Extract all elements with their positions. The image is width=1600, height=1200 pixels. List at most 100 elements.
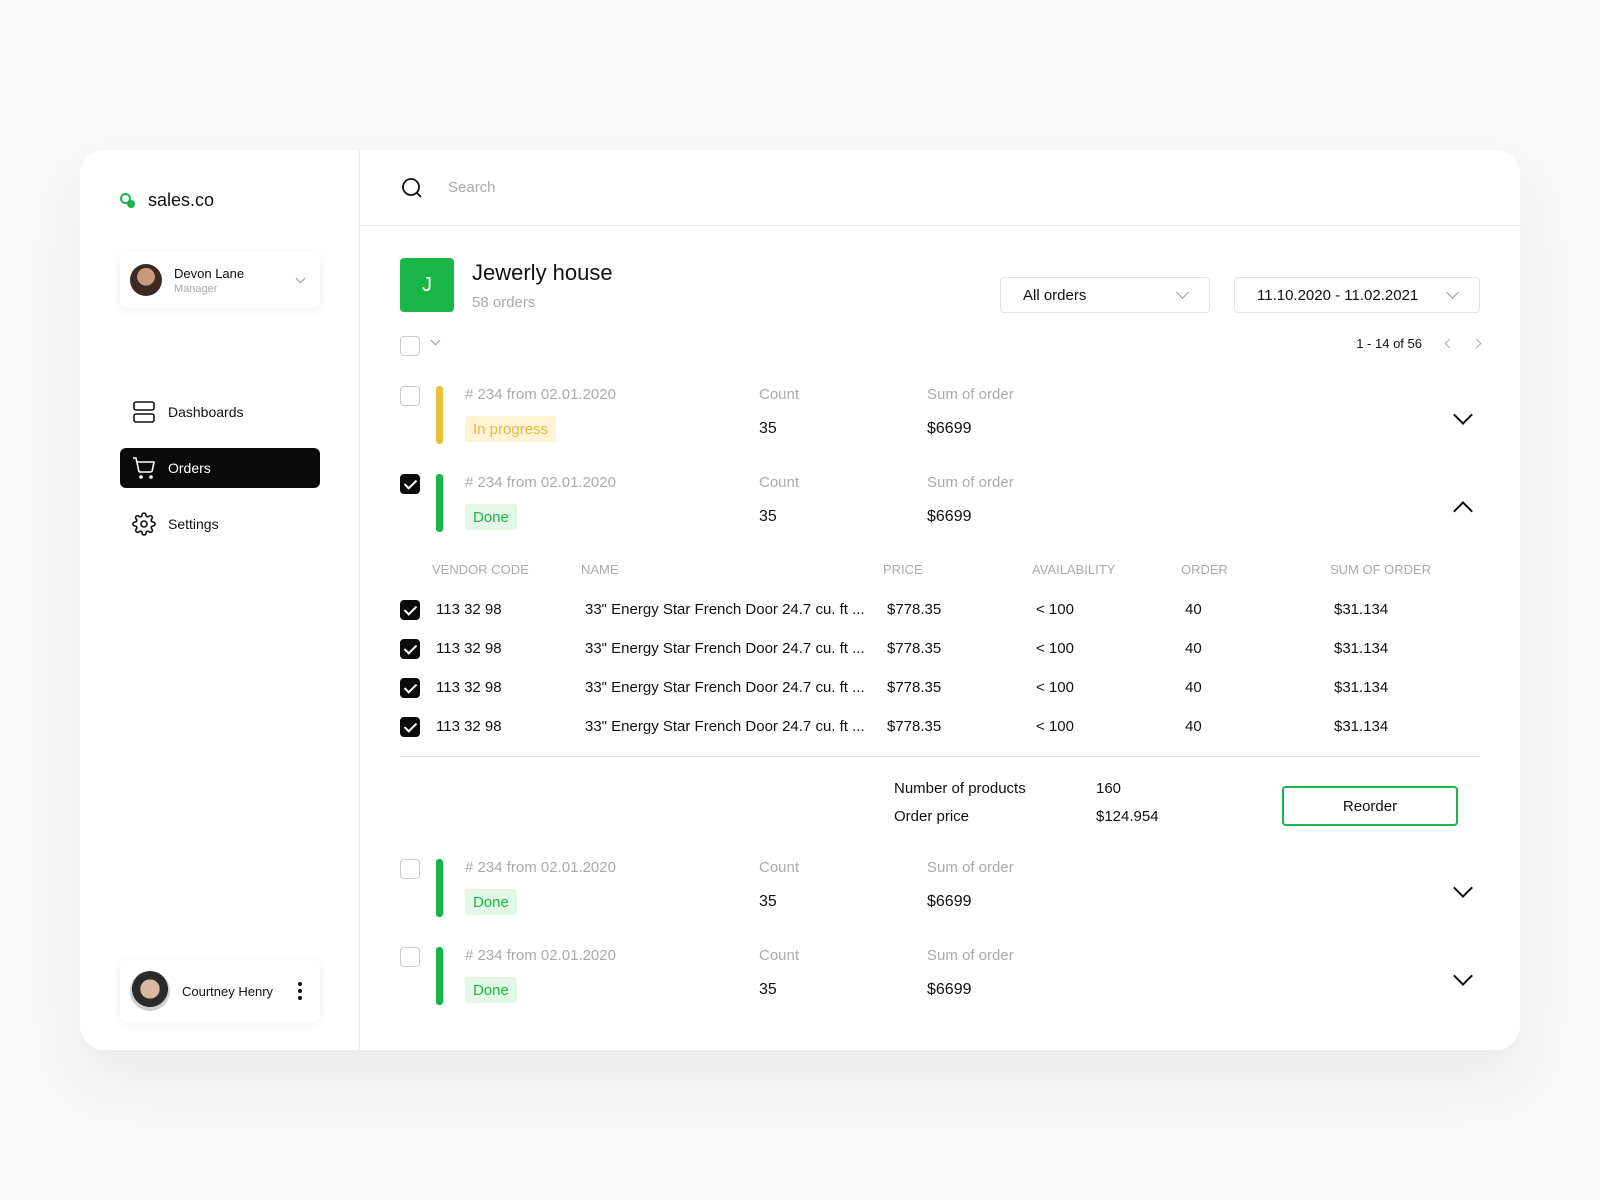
order-checkbox[interactable]	[400, 947, 420, 967]
status-badge: Done	[465, 977, 517, 1003]
item-sum: $31.134	[1334, 640, 1389, 657]
logo[interactable]: sales.co	[120, 190, 214, 211]
price-header: PRICE	[883, 562, 923, 577]
search-icon[interactable]	[400, 176, 424, 200]
sidebar-item-dashboards[interactable]: Dashboards	[120, 392, 320, 432]
user-name: Devon Lane	[174, 265, 245, 281]
order-title: # 234 from 02.01.2020	[465, 474, 616, 491]
item-sum: $31.134	[1334, 718, 1389, 735]
chevron-down-icon[interactable]	[1453, 405, 1473, 425]
table-row[interactable]: 113 32 98 33" Energy Star French Door 24…	[400, 678, 1480, 698]
price: $778.35	[887, 640, 942, 657]
divider	[400, 756, 1480, 757]
user-switcher[interactable]: Devon Lane Manager	[120, 252, 320, 308]
search-bar	[360, 150, 1520, 226]
sum-value: $6699	[927, 420, 972, 437]
products-value: 160	[1096, 780, 1122, 797]
status-bar	[436, 474, 443, 532]
more-options-icon[interactable]	[298, 982, 302, 1000]
account-card[interactable]: Courtney Henry	[120, 960, 320, 1022]
chevron-up-icon[interactable]	[1453, 501, 1473, 521]
item-checkbox[interactable]	[400, 717, 420, 737]
chevron-down-icon	[1446, 286, 1459, 299]
date-range-select[interactable]: 11.10.2020 - 11.02.2021	[1234, 277, 1480, 313]
reorder-button[interactable]: Reorder	[1282, 786, 1458, 826]
app-name: sales.co	[148, 190, 215, 210]
status-bar	[436, 386, 443, 444]
product-name: 33" Energy Star French Door 24.7 cu. ft …	[585, 640, 865, 657]
order-row[interactable]: # 234 from 02.01.2020 Done Count 35 Sum …	[400, 474, 1480, 534]
count-value: 35	[759, 420, 777, 437]
sum-of-order-header: SUM OF ORDER	[1330, 562, 1432, 577]
chevron-down-icon[interactable]	[1453, 878, 1473, 898]
date-range-value: 11.10.2020 - 11.02.2021	[1257, 286, 1419, 304]
gear-icon	[132, 512, 156, 536]
table-row[interactable]: 113 32 98 33" Energy Star French Door 24…	[400, 600, 1480, 620]
page-title: Jewerly house	[472, 260, 613, 285]
sidebar-item-orders[interactable]: Orders	[120, 448, 320, 488]
sidebar-nav: Dashboards Orders Settings	[120, 392, 320, 560]
status-filter-value: All orders	[1023, 286, 1087, 304]
chevron-down-icon[interactable]	[430, 335, 441, 346]
order-row[interactable]: # 234 from 02.01.2020 Done Count 35 Sum …	[400, 859, 1480, 919]
order-checkbox[interactable]	[400, 386, 420, 406]
status-badge: Done	[465, 889, 517, 915]
table-row[interactable]: 113 32 98 33" Energy Star French Door 24…	[400, 717, 1480, 737]
chevron-right-icon[interactable]	[1471, 338, 1482, 349]
vendor-code-header: VENDOR CODE	[432, 562, 529, 577]
status-filter-select[interactable]: All orders	[1000, 277, 1210, 313]
chevron-down-icon[interactable]	[1453, 966, 1473, 986]
status-bar	[436, 859, 443, 917]
availability: < 100	[1036, 601, 1074, 618]
order-row[interactable]: # 234 from 02.01.2020 In progress Count …	[400, 386, 1480, 446]
item-checkbox[interactable]	[400, 600, 420, 620]
company-badge: J	[400, 258, 454, 312]
avatar	[130, 971, 170, 1011]
count-label: Count	[759, 947, 800, 964]
chevron-left-icon[interactable]	[1444, 338, 1455, 349]
status-badge: In progress	[465, 416, 557, 442]
order-qty: 40	[1185, 640, 1202, 657]
order-qty: 40	[1185, 601, 1202, 618]
search-input[interactable]	[448, 179, 848, 196]
select-all-checkbox[interactable]	[400, 336, 420, 356]
vendor-code: 113 32 98	[436, 640, 502, 657]
order-row[interactable]: # 234 from 02.01.2020 Done Count 35 Sum …	[400, 947, 1480, 1007]
item-checkbox[interactable]	[400, 639, 420, 659]
order-qty: 40	[1185, 679, 1202, 696]
order-summary: Number of products 160 Order price $124.…	[894, 780, 1159, 836]
sum-value: $6699	[927, 508, 972, 525]
availability: < 100	[1036, 640, 1074, 657]
vendor-code: 113 32 98	[436, 679, 502, 696]
sidebar-item-label: Orders	[168, 460, 211, 476]
logo-icon	[120, 192, 136, 209]
sidebar: sales.co Devon Lane Manager Dashboards	[80, 150, 360, 1050]
product-name: 33" Energy Star French Door 24.7 cu. ft …	[585, 601, 865, 618]
main-content: J Jewerly house 58 orders All orders 11.…	[360, 150, 1520, 1050]
product-name: 33" Energy Star French Door 24.7 cu. ft …	[585, 718, 865, 735]
product-name: 33" Energy Star French Door 24.7 cu. ft …	[585, 679, 865, 696]
sidebar-item-settings[interactable]: Settings	[120, 504, 320, 544]
order-price-label: Order price	[894, 808, 970, 825]
status-badge: Done	[465, 504, 517, 530]
chevron-down-icon	[1176, 286, 1189, 299]
price: $778.35	[887, 601, 942, 618]
vendor-code: 113 32 98	[436, 718, 502, 735]
avatar	[130, 264, 162, 296]
price: $778.35	[887, 679, 942, 696]
order-title: # 234 from 02.01.2020	[465, 947, 616, 964]
order-checkbox[interactable]	[400, 474, 420, 494]
order-checkbox[interactable]	[400, 859, 420, 879]
order-qty: 40	[1185, 718, 1202, 735]
order-title: # 234 from 02.01.2020	[465, 386, 616, 403]
products-label: Number of products	[894, 780, 1026, 797]
count-label: Count	[759, 859, 800, 876]
pagination-text: 1 - 14 of 56	[1356, 336, 1422, 351]
sum-label: Sum of order	[927, 474, 1014, 491]
count-value: 35	[759, 981, 777, 998]
name-header: NAME	[581, 562, 619, 577]
item-checkbox[interactable]	[400, 678, 420, 698]
price: $778.35	[887, 718, 942, 735]
table-row[interactable]: 113 32 98 33" Energy Star French Door 24…	[400, 639, 1480, 659]
order-header: ORDER	[1181, 562, 1228, 577]
